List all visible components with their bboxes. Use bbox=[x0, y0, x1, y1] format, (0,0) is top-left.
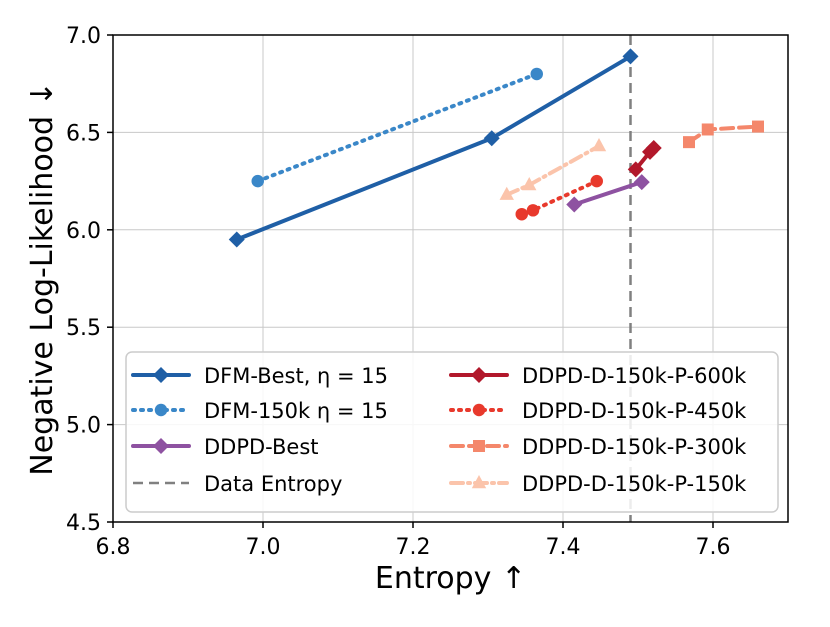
diamond-marker bbox=[483, 130, 500, 147]
x-axis-label: Entropy ↑ bbox=[375, 561, 526, 596]
triangle-marker bbox=[522, 176, 537, 191]
legend-entry: DDPD-D-150k-P-450k bbox=[449, 399, 747, 423]
series-group bbox=[515, 174, 603, 221]
series-group bbox=[627, 139, 662, 178]
series-group bbox=[566, 174, 650, 213]
circle-marker bbox=[526, 204, 540, 217]
legend-label: DDPD-D-150k-P-300k bbox=[522, 435, 747, 459]
legend-label: DDPD-Best bbox=[204, 435, 319, 459]
legend: DFM-Best, η = 15 DFM-150k η = 15 DDPD-Best… bbox=[125, 351, 779, 513]
series-group bbox=[683, 120, 764, 149]
legend-entry: DDPD-Best bbox=[131, 435, 319, 459]
series-layer bbox=[228, 48, 764, 248]
legend-entry: DFM-Best, η = 15 bbox=[131, 364, 388, 388]
diamond-marker bbox=[566, 196, 583, 213]
y-tick-label: 7.0 bbox=[66, 24, 101, 49]
legend-label: Data Entropy bbox=[204, 472, 342, 496]
diamond-marker bbox=[471, 367, 487, 383]
legend-entry: DDPD-D-150k-P-600k bbox=[449, 364, 747, 388]
diamond-marker bbox=[645, 139, 662, 156]
legend-entry: DDPD-D-150k-P-300k bbox=[449, 435, 747, 459]
legend-label: DDPD-D-150k-P-600k bbox=[522, 364, 747, 388]
series-line bbox=[234, 54, 633, 242]
legend-entry: Data Entropy bbox=[133, 472, 342, 496]
plot-frame bbox=[112, 34, 789, 523]
legend-box bbox=[125, 351, 779, 513]
circle-marker bbox=[590, 174, 603, 188]
circle-marker bbox=[154, 403, 168, 417]
circle-marker bbox=[472, 403, 486, 417]
legend-label: DDPD-D-150k-P-150k bbox=[522, 472, 747, 496]
circle-marker bbox=[515, 207, 528, 221]
square-marker bbox=[701, 123, 714, 136]
series-group bbox=[228, 48, 639, 248]
x-tick-label: 7.6 bbox=[696, 535, 731, 560]
diamond-marker bbox=[633, 174, 650, 191]
series-line bbox=[255, 71, 539, 184]
y-tick-label: 4.5 bbox=[66, 511, 101, 536]
diamond-marker bbox=[622, 48, 639, 65]
y-tick-label: 6.0 bbox=[66, 219, 101, 244]
legend-label: DFM-150k η = 15 bbox=[204, 399, 388, 423]
ticks: 6.8 7.0 7.2 7.4 7.6 4.5 5.0 5.5 6.0 6.5 7.0 bbox=[66, 24, 731, 560]
triangle-marker bbox=[499, 186, 514, 200]
x-tick-label: 7.0 bbox=[246, 535, 281, 560]
diamond-marker bbox=[228, 231, 245, 248]
series-line bbox=[572, 180, 644, 207]
series-line bbox=[504, 144, 601, 197]
y-tick-label: 5.0 bbox=[66, 414, 101, 439]
circle-marker bbox=[251, 174, 264, 188]
y-axis-label: Negative Log-Likelihood ↓ bbox=[25, 81, 60, 476]
square-marker bbox=[752, 120, 764, 133]
y-tick-label: 5.5 bbox=[66, 316, 101, 341]
square-marker bbox=[473, 440, 485, 452]
y-tick-label: 6.5 bbox=[66, 121, 101, 146]
diamond-marker bbox=[627, 161, 644, 178]
series-group bbox=[251, 67, 543, 188]
legend-label: DDPD-D-150k-P-450k bbox=[522, 399, 747, 423]
legend-entry: DDPD-D-150k-P-150k bbox=[449, 472, 747, 496]
circle-marker bbox=[530, 67, 543, 81]
diamond-marker bbox=[153, 367, 169, 383]
legend-entry: DFM-150k η = 15 bbox=[131, 399, 388, 423]
series-line bbox=[687, 124, 760, 145]
x-tick-label: 7.4 bbox=[546, 535, 581, 560]
square-marker bbox=[683, 136, 695, 149]
triangle-marker bbox=[471, 475, 487, 489]
x-tick-label: 6.8 bbox=[96, 535, 131, 560]
x-tick-label: 7.2 bbox=[396, 535, 431, 560]
diamond-marker bbox=[153, 438, 169, 454]
legend-label: DFM-Best, η = 15 bbox=[204, 364, 388, 388]
series-group bbox=[499, 138, 607, 200]
triangle-marker bbox=[591, 138, 607, 152]
